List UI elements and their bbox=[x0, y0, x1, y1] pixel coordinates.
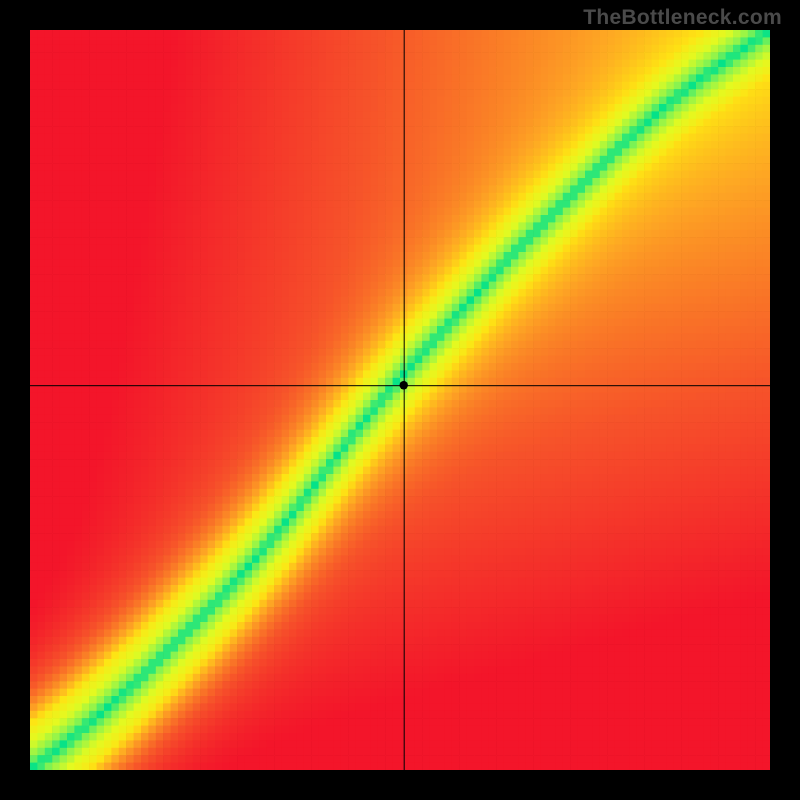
bottleneck-heatmap bbox=[30, 30, 770, 770]
watermark-text: TheBottleneck.com bbox=[583, 6, 782, 30]
chart-container: TheBottleneck.com bbox=[0, 0, 800, 800]
